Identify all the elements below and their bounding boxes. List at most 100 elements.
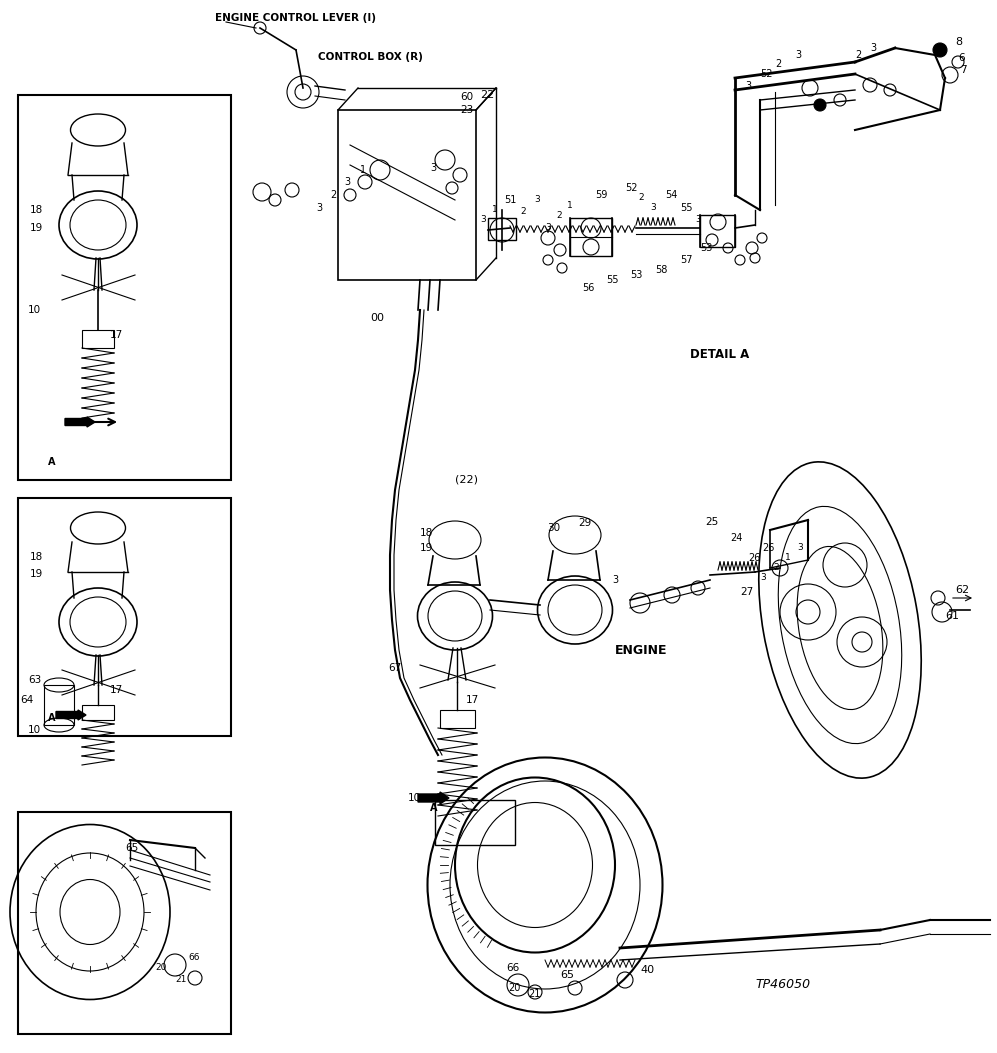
- Text: 2: 2: [638, 194, 644, 202]
- Text: 3: 3: [695, 216, 701, 224]
- Text: 17: 17: [110, 330, 124, 340]
- Text: ENGINE CONTROL LEVER (I): ENGINE CONTROL LEVER (I): [215, 13, 376, 23]
- Text: 8: 8: [955, 37, 962, 47]
- Bar: [440, 710, 475, 728]
- Text: 7: 7: [960, 65, 967, 75]
- Text: 65: 65: [560, 970, 574, 980]
- Text: 19: 19: [30, 223, 43, 233]
- Text: 3: 3: [480, 216, 486, 224]
- Text: 2: 2: [556, 211, 561, 219]
- Text: 53: 53: [700, 243, 713, 253]
- Text: 51: 51: [504, 195, 516, 205]
- Text: 57: 57: [680, 255, 693, 265]
- Text: 52: 52: [625, 183, 637, 193]
- Text: 61: 61: [945, 611, 959, 621]
- Text: 53: 53: [630, 270, 642, 280]
- Text: 62: 62: [955, 585, 969, 595]
- Text: A: A: [430, 803, 438, 813]
- FancyArrow shape: [418, 792, 449, 804]
- Text: 3: 3: [430, 163, 436, 173]
- Text: 26: 26: [762, 543, 775, 553]
- Text: 26: 26: [748, 553, 761, 563]
- Text: 18: 18: [30, 552, 43, 562]
- Text: 55: 55: [680, 203, 693, 213]
- Text: 2: 2: [773, 563, 779, 573]
- Text: 40: 40: [640, 965, 654, 975]
- Text: 3: 3: [545, 223, 550, 233]
- Text: DETAIL A: DETAIL A: [690, 349, 750, 361]
- Text: 1: 1: [785, 554, 791, 562]
- Text: 66: 66: [506, 963, 519, 973]
- Text: 3: 3: [760, 574, 766, 582]
- Text: 3: 3: [745, 81, 751, 91]
- Text: 56: 56: [582, 283, 594, 293]
- Text: 3: 3: [344, 177, 350, 187]
- Text: A: A: [48, 713, 56, 723]
- Text: 18: 18: [30, 205, 43, 215]
- Text: 3: 3: [650, 203, 656, 213]
- Text: 3: 3: [797, 543, 803, 553]
- Bar: [44, 686, 74, 726]
- Text: 55: 55: [606, 275, 618, 285]
- Text: 63: 63: [28, 675, 41, 686]
- Text: 66: 66: [188, 954, 199, 962]
- Text: 19: 19: [30, 569, 43, 579]
- Text: 2: 2: [855, 49, 861, 60]
- Bar: [18, 95, 231, 480]
- Text: 10: 10: [28, 305, 41, 315]
- FancyArrow shape: [65, 417, 95, 428]
- Text: 6: 6: [958, 53, 965, 63]
- Bar: [700, 215, 735, 247]
- Text: ENGINE: ENGINE: [615, 643, 668, 656]
- Text: 2: 2: [330, 190, 336, 200]
- Text: 65: 65: [125, 843, 139, 853]
- Text: 21: 21: [528, 989, 540, 999]
- Text: 3: 3: [316, 203, 322, 213]
- Text: 3: 3: [795, 49, 802, 60]
- Text: CONTROL BOX (R): CONTROL BOX (R): [318, 52, 423, 62]
- Text: 22: 22: [480, 90, 495, 100]
- Text: 3: 3: [534, 196, 539, 204]
- Text: 30: 30: [547, 523, 560, 533]
- Circle shape: [933, 43, 947, 57]
- FancyArrow shape: [56, 710, 86, 720]
- Text: (22): (22): [455, 475, 478, 485]
- Text: 20: 20: [155, 962, 166, 972]
- Text: 1: 1: [492, 205, 498, 215]
- Text: 29: 29: [578, 518, 591, 528]
- Text: 21: 21: [175, 975, 186, 985]
- Text: 00: 00: [370, 313, 384, 323]
- Text: A: A: [48, 457, 56, 466]
- Circle shape: [814, 99, 826, 111]
- Text: 54: 54: [665, 190, 677, 200]
- Bar: [435, 800, 515, 845]
- Text: TP46050: TP46050: [755, 978, 811, 992]
- Text: 64: 64: [20, 695, 33, 706]
- Text: 3: 3: [612, 575, 618, 585]
- Text: 1: 1: [360, 165, 366, 175]
- Bar: [18, 498, 231, 736]
- Bar: [82, 706, 114, 720]
- Text: 1: 1: [567, 200, 572, 210]
- Bar: [18, 812, 231, 1034]
- Text: 10: 10: [28, 726, 41, 735]
- Text: 59: 59: [595, 190, 607, 200]
- Text: 67: 67: [388, 663, 401, 673]
- Text: 58: 58: [655, 265, 667, 275]
- Text: 19: 19: [420, 543, 434, 553]
- Bar: [488, 218, 516, 240]
- Text: 23: 23: [460, 105, 474, 115]
- Bar: [338, 110, 476, 280]
- Text: 17: 17: [466, 695, 480, 706]
- Text: 60: 60: [460, 92, 474, 102]
- Bar: [82, 330, 114, 347]
- Text: 25: 25: [705, 517, 718, 526]
- Text: 24: 24: [730, 533, 743, 543]
- Text: 17: 17: [110, 686, 124, 695]
- Text: 20: 20: [508, 984, 520, 993]
- Text: 10: 10: [408, 793, 421, 803]
- Text: 18: 18: [420, 528, 434, 538]
- Text: 2: 2: [520, 207, 525, 217]
- Text: 52: 52: [760, 69, 773, 79]
- Text: 27: 27: [740, 587, 754, 597]
